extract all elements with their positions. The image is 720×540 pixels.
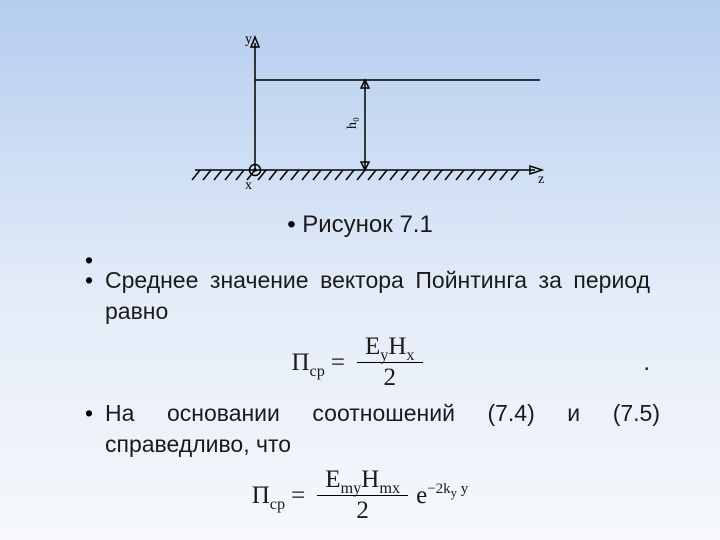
ground-hatch xyxy=(192,170,519,180)
axis-z-label: z xyxy=(538,172,544,187)
figure-container: y z xyxy=(40,25,680,205)
equation-1: Пср = EyHx 2 . xyxy=(40,333,680,392)
p2-line1: На основании соотношений (7.4) и (7.5) xyxy=(105,398,660,429)
p1-line2: равно xyxy=(105,296,650,327)
p1-line1: Среднее значение вектора Пойнтинга за пе… xyxy=(105,267,650,293)
content-list: Среднее значение вектора Пойнтинга за пе… xyxy=(40,245,680,327)
height-label: h₀ xyxy=(345,117,360,129)
paragraph-2: На основании соотношений (7.4) и (7.5) с… xyxy=(85,398,660,460)
p2-line2: справедливо, что xyxy=(105,429,660,460)
empty-bullet xyxy=(85,245,660,261)
slide: y z xyxy=(0,0,720,540)
content-list-2: На основании соотношений (7.4) и (7.5) с… xyxy=(40,398,680,460)
caption-text: Рисунок 7.1 xyxy=(302,211,433,238)
figure-7-1: y z xyxy=(170,25,550,205)
paragraph-1: Среднее значение вектора Пойнтинга за пе… xyxy=(85,265,660,327)
figure-caption: Рисунок 7.1 xyxy=(40,211,680,239)
origin-label: x xyxy=(245,178,252,193)
eq1-period: . xyxy=(643,349,650,377)
equation-2: Пср = EmyHmx 2 e−2ky y xyxy=(40,466,680,525)
axis-y-label: y xyxy=(245,32,252,47)
